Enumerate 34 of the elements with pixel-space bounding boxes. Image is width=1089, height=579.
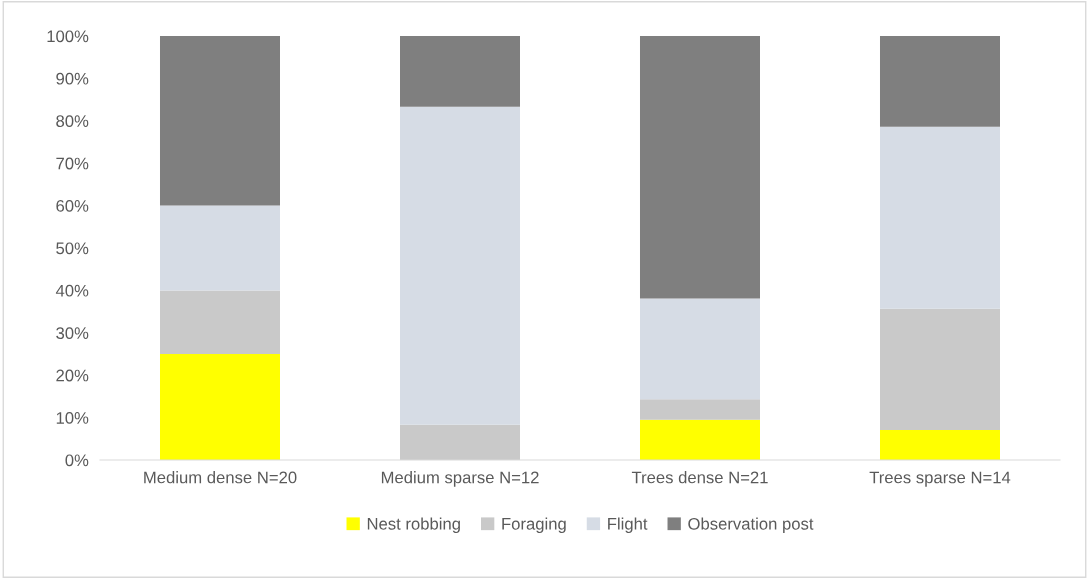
x-tick-label: Trees sparse N=14: [869, 471, 1011, 487]
y-tick-label: 60%: [56, 200, 89, 212]
bar: [160, 205, 280, 291]
bar: [880, 126, 1000, 309]
bar: [640, 36, 760, 299]
x-tick-label: Medium dense N=20: [144, 471, 297, 484]
bar: [640, 298, 760, 400]
bar: [160, 354, 280, 460]
y-tick-label: 0%: [65, 454, 89, 467]
bar: [160, 36, 280, 206]
x-tick-label: Trees dense N=21: [631, 471, 768, 484]
y-tick-label: 80%: [56, 115, 89, 127]
legend-label: Foraging: [502, 517, 566, 534]
bar: [400, 424, 520, 460]
y-tick-label: 50%: [56, 242, 89, 255]
bar: [880, 429, 1000, 460]
y-tick-label: 10%: [56, 412, 89, 424]
bar: [400, 36, 520, 107]
legend-label: Flight: [608, 517, 648, 534]
bar: [880, 36, 1000, 127]
x-tick-label: Medium sparse N=12: [381, 471, 539, 487]
y-tick-label: 20%: [56, 369, 89, 382]
y-tick-label: 40%: [55, 284, 89, 297]
bar: [640, 419, 760, 460]
y-tick-label: 100%: [47, 30, 89, 43]
legend-label: Observation post: [688, 517, 814, 534]
legend-label: Nest robbing: [367, 517, 460, 534]
bar: [400, 106, 520, 425]
y-tick-label: 90%: [56, 72, 89, 85]
bar: [880, 308, 1000, 430]
bar: [640, 399, 760, 420]
bar: [160, 290, 280, 354]
y-tick-label: 30%: [56, 327, 89, 339]
y-tick-label: 70%: [56, 157, 89, 170]
